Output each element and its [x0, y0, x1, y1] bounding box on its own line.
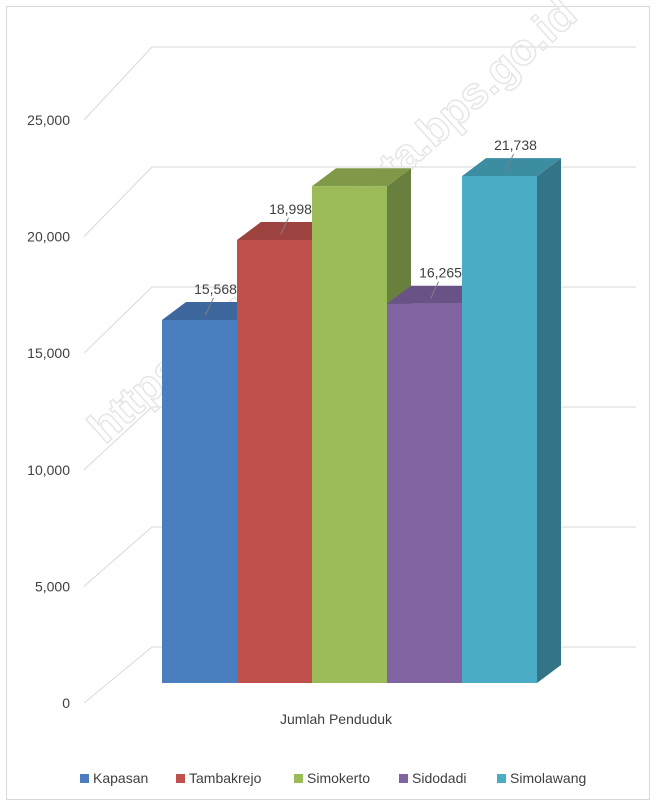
x-axis-category-label: Jumlah Penduduk [280, 711, 393, 727]
bar-front [387, 303, 462, 683]
bar-top [387, 285, 486, 304]
bar-top [462, 158, 561, 177]
legend-item: Sidodadi [399, 770, 467, 786]
y-tick-label: 25,000 [27, 112, 70, 128]
bars [162, 158, 561, 684]
legend-item: Simolawang [497, 770, 586, 786]
y-tick-label: 20,000 [27, 229, 70, 245]
legend-item: Tambakrejo [176, 770, 262, 786]
leader-line [505, 153, 514, 172]
gridline-diagonal [83, 406, 153, 471]
leader-line [430, 281, 439, 299]
gridline-diagonal [83, 526, 153, 587]
leader-line [280, 217, 289, 236]
bar-front [462, 176, 537, 684]
legend-label: Simokerto [307, 770, 370, 786]
legend-swatch [497, 774, 506, 783]
data-label: 16,265 [419, 265, 462, 281]
data-label: 21,738 [494, 137, 537, 153]
bar-simolawang [462, 158, 561, 684]
legend-swatch [399, 774, 408, 783]
bar-front [237, 239, 312, 683]
y-tick-label: 5,000 [35, 578, 70, 594]
legend: Kapasan Tambakrejo Simokerto Sidodadi Simola… [80, 770, 586, 786]
data-label-group: 15,568 [194, 281, 237, 316]
legend-label: Simolawang [510, 770, 586, 786]
bar-front [162, 319, 237, 683]
leader-line [205, 297, 214, 316]
legend-label: Tambakrejo [189, 770, 262, 786]
legend-swatch [80, 774, 89, 783]
gridline-diagonal [83, 646, 153, 704]
gridline-diagonal [83, 46, 153, 121]
legend-label: Kapasan [93, 770, 148, 786]
data-label: 15,568 [194, 281, 237, 297]
legend-swatch [176, 774, 185, 783]
data-label-group: 16,265 [419, 265, 462, 299]
bar-top [312, 168, 411, 187]
gridline-diagonal [83, 166, 153, 237]
legend-swatch [294, 774, 303, 783]
data-labels: 15,568 18,998 16,265 21,738 [194, 137, 537, 316]
bar-side [537, 158, 561, 684]
data-label-group: 18,998 [269, 201, 312, 236]
legend-item: Kapasan [80, 770, 148, 786]
y-axis-tick-labels: 0 5,000 10,000 15,000 20,000 25,000 [27, 112, 70, 711]
y-tick-label: 10,000 [27, 462, 70, 478]
data-label-group: 21,738 [494, 137, 537, 172]
data-label: 18,998 [269, 201, 312, 217]
legend-item: Simokerto [294, 770, 370, 786]
bar-front [312, 186, 387, 683]
gridline-diagonal [83, 286, 153, 354]
y-tick-label: 0 [62, 695, 70, 711]
bar-top [162, 301, 261, 320]
legend-label: Sidodadi [412, 770, 467, 786]
bar-top [237, 221, 336, 240]
y-tick-label: 15,000 [27, 345, 70, 361]
